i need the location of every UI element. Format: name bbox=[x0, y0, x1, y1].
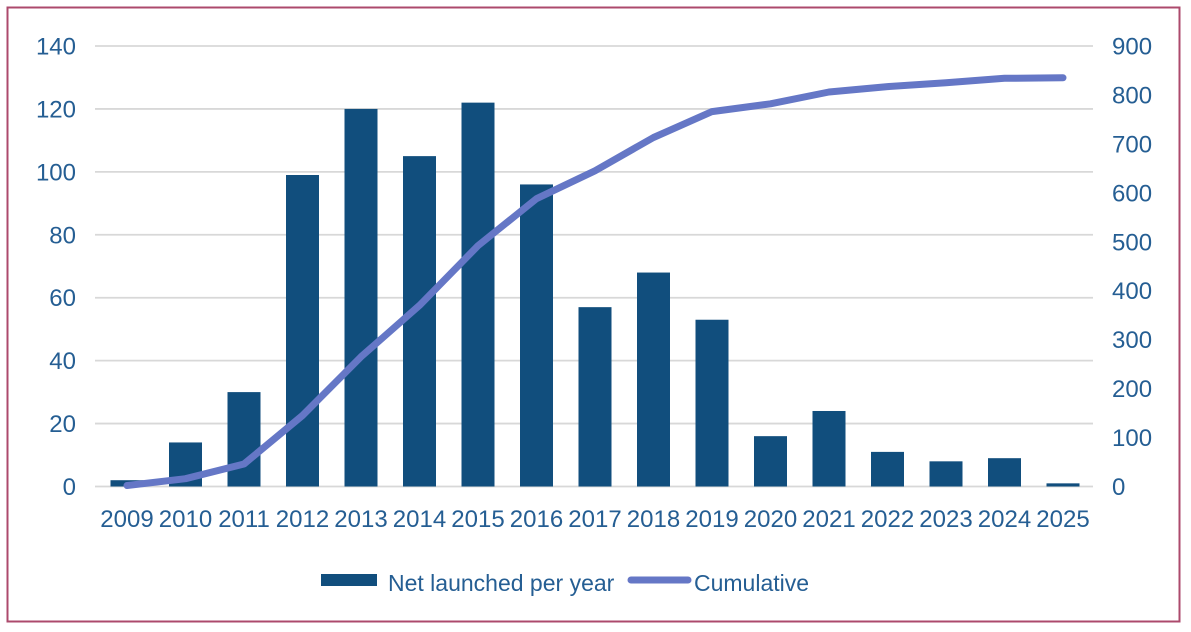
x-label-2009: 2009 bbox=[100, 506, 153, 533]
left-axis-labels: 0 20 40 60 80 100 120 140 bbox=[36, 34, 76, 502]
x-label-2019: 2019 bbox=[685, 506, 738, 533]
bar-2016 bbox=[520, 184, 553, 487]
right-axis-tick-500: 500 bbox=[1112, 229, 1152, 256]
gridlines bbox=[95, 45, 1093, 488]
bar-2020 bbox=[754, 436, 787, 487]
x-label-2025: 2025 bbox=[1036, 506, 1089, 533]
legend-bar-swatch bbox=[321, 574, 377, 586]
bar-2025 bbox=[1046, 483, 1080, 487]
bar-2024 bbox=[988, 458, 1021, 487]
bar-2018 bbox=[637, 272, 670, 487]
x-label-2014: 2014 bbox=[393, 506, 446, 533]
x-label-2018: 2018 bbox=[627, 506, 680, 533]
x-label-2021: 2021 bbox=[802, 506, 855, 533]
figure-border bbox=[6, 6, 1181, 623]
left-axis-tick-140: 140 bbox=[36, 34, 76, 61]
bar-series bbox=[110, 102, 1080, 487]
x-label-2024: 2024 bbox=[978, 506, 1031, 533]
bar-2012 bbox=[286, 175, 319, 487]
bar-2011 bbox=[227, 392, 261, 487]
right-axis-labels: 0 100 200 300 400 500 600 700 800 900 bbox=[1112, 34, 1152, 502]
x-label-2012: 2012 bbox=[276, 506, 329, 533]
right-axis-tick-100: 100 bbox=[1112, 425, 1152, 452]
x-label-2022: 2022 bbox=[861, 506, 914, 533]
x-label-2010: 2010 bbox=[159, 506, 212, 533]
x-label-2017: 2017 bbox=[568, 506, 621, 533]
right-axis-tick-900: 900 bbox=[1112, 34, 1152, 61]
bar-2013 bbox=[344, 108, 378, 487]
x-label-2013: 2013 bbox=[334, 506, 387, 533]
legend: Net launched per year Cumulative bbox=[321, 570, 809, 596]
left-axis-tick-0: 0 bbox=[63, 474, 76, 501]
x-label-2016: 2016 bbox=[510, 506, 563, 533]
legend-bar-label: Net launched per year bbox=[388, 570, 615, 596]
bar-2014 bbox=[403, 156, 436, 487]
left-axis-tick-100: 100 bbox=[36, 159, 76, 186]
bar-2019 bbox=[695, 319, 729, 487]
left-axis-tick-20: 20 bbox=[49, 411, 76, 438]
right-axis-tick-300: 300 bbox=[1112, 327, 1152, 354]
left-axis-tick-40: 40 bbox=[49, 348, 76, 375]
x-label-2020: 2020 bbox=[744, 506, 797, 533]
bar-2017 bbox=[578, 307, 612, 487]
left-axis-tick-120: 120 bbox=[36, 96, 76, 123]
bar-2021 bbox=[812, 410, 846, 487]
right-axis-tick-0: 0 bbox=[1112, 474, 1125, 501]
right-axis-tick-600: 600 bbox=[1112, 180, 1152, 207]
bar-2015 bbox=[461, 102, 495, 487]
left-axis-tick-60: 60 bbox=[49, 285, 76, 312]
bar-2022 bbox=[871, 451, 904, 487]
x-label-2015: 2015 bbox=[451, 506, 504, 533]
x-label-2023: 2023 bbox=[919, 506, 972, 533]
bar-2023 bbox=[929, 461, 963, 487]
x-axis-labels: 2009 2010 2011 2012 2013 2014 2015 2016 2017 2018… bbox=[100, 506, 1089, 533]
x-label-2011: 2011 bbox=[218, 506, 270, 533]
right-axis-tick-700: 700 bbox=[1112, 131, 1152, 158]
right-axis-tick-400: 400 bbox=[1112, 278, 1152, 305]
legend-line-label: Cumulative bbox=[694, 570, 809, 596]
right-axis-tick-200: 200 bbox=[1112, 376, 1152, 403]
cumulative-line bbox=[123, 74, 1067, 489]
right-axis-tick-800: 800 bbox=[1112, 82, 1152, 109]
left-axis-tick-80: 80 bbox=[49, 222, 76, 249]
